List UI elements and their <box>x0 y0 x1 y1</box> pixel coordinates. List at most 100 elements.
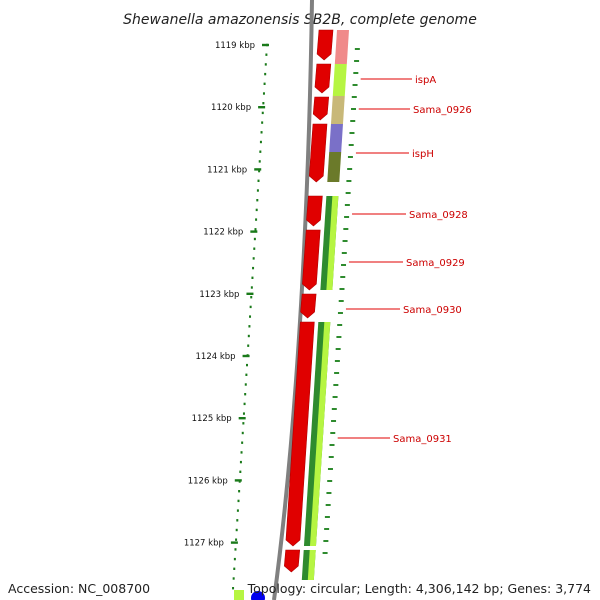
axis-tick <box>250 230 258 233</box>
cds-arrow <box>306 195 323 227</box>
map-title: Shewanella amazonensis SB2B, complete ge… <box>123 12 477 28</box>
axis-dot <box>264 72 267 76</box>
axis-dot <box>249 315 252 318</box>
axis-tick <box>242 354 250 358</box>
axis-dot <box>258 160 261 163</box>
axis-dot <box>244 393 247 396</box>
cds-arrow <box>300 293 317 319</box>
axis-tick-label: 1120 kbp <box>211 103 251 113</box>
track-tick <box>324 528 330 530</box>
axis-dot <box>252 266 255 270</box>
track-tick <box>342 240 348 242</box>
axis-tick <box>238 417 246 420</box>
axis-dot <box>235 528 238 532</box>
axis-tick <box>246 292 254 295</box>
scale-axis: 1119 kbp 1120 kbp 1121 kbp 1122 kbp 1123 kbp… <box>184 41 269 590</box>
axis-tick-label: 1126 kbp <box>188 476 228 486</box>
track-tick <box>335 348 341 350</box>
track-tick <box>322 552 328 554</box>
axis-dot <box>249 305 252 309</box>
track-tick <box>324 516 330 518</box>
track-tick <box>341 264 347 266</box>
track-tick <box>337 324 343 326</box>
track-tick <box>339 288 345 290</box>
axis-tick <box>254 168 262 171</box>
accession-text: Accession: NC_008700 <box>8 581 151 596</box>
gene-labels: ispA Sama_0926 ispH Sama_0928 Sama_0929 Sama_… <box>337 75 472 445</box>
axis-dot <box>242 422 245 425</box>
track-tick <box>354 48 360 50</box>
axis-dot <box>256 189 259 192</box>
category-block <box>332 64 347 96</box>
axis-dot <box>257 179 260 182</box>
axis-dot <box>245 373 248 376</box>
axis-dot <box>247 344 250 347</box>
track-tick <box>350 120 356 122</box>
category-block <box>329 124 343 152</box>
axis-dot <box>258 169 261 173</box>
axis-dot <box>240 451 243 454</box>
track-tick <box>330 432 336 434</box>
track-tick <box>349 132 355 134</box>
axis-dot <box>245 363 248 367</box>
axis-dot <box>255 218 258 221</box>
axis-dot <box>260 131 263 134</box>
category-block <box>307 550 316 580</box>
axis-dot <box>232 587 235 590</box>
track-tick <box>341 252 347 254</box>
marker-dot <box>251 591 265 600</box>
track-tick <box>353 72 359 74</box>
axis-dot <box>250 286 253 289</box>
cds-arrow <box>302 229 321 291</box>
axis-dot <box>239 470 242 473</box>
axis-dot <box>252 257 255 260</box>
track-tick <box>334 372 340 374</box>
axis-tick-label: 1125 kbp <box>192 414 232 424</box>
category-block <box>309 322 331 546</box>
category-block <box>330 96 345 124</box>
gene-label-sama_0931: Sama_0931 <box>393 434 452 445</box>
axis-dot <box>261 121 264 124</box>
track-tick <box>337 312 343 314</box>
axis-dot <box>255 208 258 212</box>
track-tick <box>338 300 344 302</box>
track-tick <box>331 420 337 422</box>
track-tick <box>332 396 338 398</box>
track-tick <box>334 360 340 362</box>
axis-dot <box>242 412 245 415</box>
axis-dot <box>233 567 236 570</box>
gene-label-sama_0930: Sama_0930 <box>403 305 462 316</box>
track-tick <box>351 108 357 110</box>
axis-tick-label: 1119 kbp <box>215 41 255 51</box>
axis-dot <box>233 557 236 561</box>
track-tick <box>323 540 329 542</box>
axis-dot <box>241 441 244 444</box>
axis-tick-label: 1124 kbp <box>196 352 236 362</box>
track-tick <box>336 336 342 338</box>
axis-dot <box>236 519 239 522</box>
genome-summary-text: Topology: circular; Length: 4,306,142 bp… <box>247 581 591 596</box>
cds-arrow <box>316 29 334 61</box>
axis-dot <box>244 383 247 386</box>
axis-tick-label: 1127 kbp <box>184 539 224 549</box>
axis-tick-label: 1121 kbp <box>207 165 247 175</box>
track-tick <box>329 444 335 446</box>
axis-dot <box>232 577 235 580</box>
axis-dot <box>235 538 238 541</box>
cds-arrow <box>314 63 332 94</box>
axis-dot <box>264 63 267 66</box>
gene-label-sama_0929: Sama_0929 <box>406 258 465 269</box>
track-tick <box>351 96 357 98</box>
track-tick <box>347 168 353 170</box>
axis-tick <box>234 479 242 482</box>
track-tick <box>326 492 332 494</box>
track-tick <box>333 384 339 386</box>
axis-dot <box>239 460 242 464</box>
track-tick <box>348 144 354 146</box>
track-tick <box>344 204 350 206</box>
axis-dot <box>256 199 259 202</box>
axis-dot <box>254 228 257 231</box>
cds-arrow <box>308 123 328 183</box>
axis-tick <box>262 43 269 47</box>
